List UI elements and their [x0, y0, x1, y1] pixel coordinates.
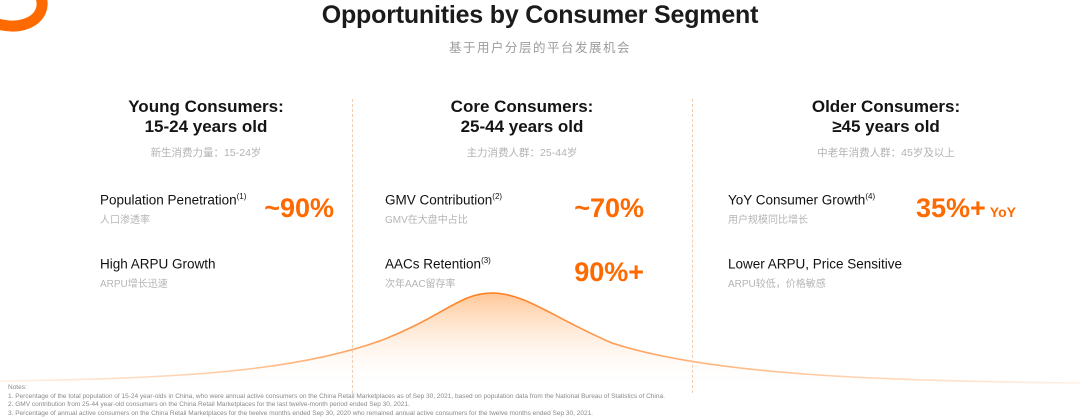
column-title: Young Consumers: 15-24 years old [128, 97, 284, 137]
segment-columns: Young Consumers: 15-24 years old 新生消费力量：… [0, 97, 1080, 320]
column-title-cn: 主力消费人群：25-44岁 [466, 146, 578, 159]
dashed-divider [692, 99, 693, 393]
metric-label: YoY Consumer Growth(4) [728, 191, 876, 208]
metric-row: GMV Contribution(2) GMV在大盘中占比 ~70% [385, 192, 644, 226]
column-core-consumers: Core Consumers: 25-44 years old 主力消费人群：2… [352, 97, 692, 320]
note-item: 1. Percentage of the total population of… [8, 392, 665, 400]
metric-text: Lower ARPU, Price Sensitive ARPU较低，价格敏感 [728, 256, 902, 290]
metric-label: Population Penetration(1) [100, 191, 247, 208]
metrics-list: Population Penetration(1) 人口渗透率 ~90% Hig… [0, 192, 352, 290]
notes: Notes: 1. Percentage of the total popula… [8, 384, 1072, 418]
footnote-marker: (4) [865, 191, 876, 201]
metric-value: ~70% [574, 193, 644, 224]
notes-heading: Notes: [8, 384, 27, 391]
metric-label-cn: GMV在大盘中占比 [385, 214, 468, 226]
footnote-marker: (1) [236, 191, 247, 201]
metric-text: High ARPU Growth ARPU增长迅速 [100, 256, 216, 290]
column-header: Young Consumers: 15-24 years old 新生消费力量：… [30, 97, 382, 160]
note-item: 3. Percentage of annual active consumers… [8, 409, 593, 417]
column-title-cn: 中老年消费人群：45岁及以上 [817, 146, 955, 159]
metric-label: AACs Retention(3) [385, 255, 491, 272]
metric-label: GMV Contribution(2) [385, 191, 503, 208]
dashed-divider [352, 99, 353, 393]
column-title: Older Consumers: ≥45 years old [811, 97, 961, 137]
metric-row: AACs Retention(3) 次年AAC留存率 90%+ [385, 256, 644, 290]
footnote-marker: (3) [481, 255, 491, 265]
metric-text: GMV Contribution(2) GMV在大盘中占比 [385, 192, 502, 226]
column-title-cn: 新生消费力量：15-24岁 [150, 146, 262, 159]
metric-value: 90%+ [574, 257, 644, 288]
metric-value: ~90% [264, 193, 334, 224]
note-item: 2. GMV contribution from 25-44 year-old … [8, 401, 410, 408]
metric-label-cn: ARPU增长迅速 [100, 278, 168, 290]
column-young-consumers: Young Consumers: 15-24 years old 新生消费力量：… [0, 97, 352, 320]
page-title: Opportunities by Consumer Segment [321, 1, 759, 29]
metric-label-cn: 人口渗透率 [100, 214, 150, 226]
metric-label: High ARPU Growth [100, 256, 216, 272]
page-subtitle-cn: 基于用户分层的平台发展机会 [448, 41, 631, 55]
column-header: Older Consumers: ≥45 years old 中老年消费人群：4… [692, 97, 1080, 160]
metric-value: 35%+ YoY [915, 193, 1016, 224]
column-title: Core Consumers: 25-44 years old [450, 97, 594, 137]
column-header: Core Consumers: 25-44 years old 主力消费人群：2… [352, 97, 692, 160]
metric-row: YoY Consumer Growth(4) 用户规模同比增长 35%+ YoY [728, 192, 1016, 226]
metric-row: High ARPU Growth ARPU增长迅速 [100, 256, 334, 290]
footnote-marker: (2) [492, 191, 503, 201]
metric-text: AACs Retention(3) 次年AAC留存率 [385, 256, 491, 290]
metric-label-cn: 次年AAC留存率 [385, 278, 456, 290]
metric-label: Lower ARPU, Price Sensitive [728, 256, 903, 272]
alibaba-logo-icon [0, 0, 64, 36]
metric-text: YoY Consumer Growth(4) 用户规模同比增长 [728, 192, 875, 226]
metric-text: Population Penetration(1) 人口渗透率 [100, 192, 246, 226]
column-older-consumers: Older Consumers: ≥45 years old 中老年消费人群：4… [692, 97, 1080, 320]
bell-curve-chart [0, 283, 1080, 388]
metric-label-cn: ARPU较低，价格敏感 [728, 278, 826, 290]
metrics-list: GMV Contribution(2) GMV在大盘中占比 ~70% AACs … [352, 192, 692, 290]
metrics-list: YoY Consumer Growth(4) 用户规模同比增长 35%+ YoY … [692, 192, 1080, 290]
metric-row: Lower ARPU, Price Sensitive ARPU较低，价格敏感 [728, 256, 1016, 290]
metric-label-cn: 用户规模同比增长 [728, 214, 808, 226]
metric-row: Population Penetration(1) 人口渗透率 ~90% [100, 192, 334, 226]
metric-value-suffix: YoY [989, 204, 1016, 221]
